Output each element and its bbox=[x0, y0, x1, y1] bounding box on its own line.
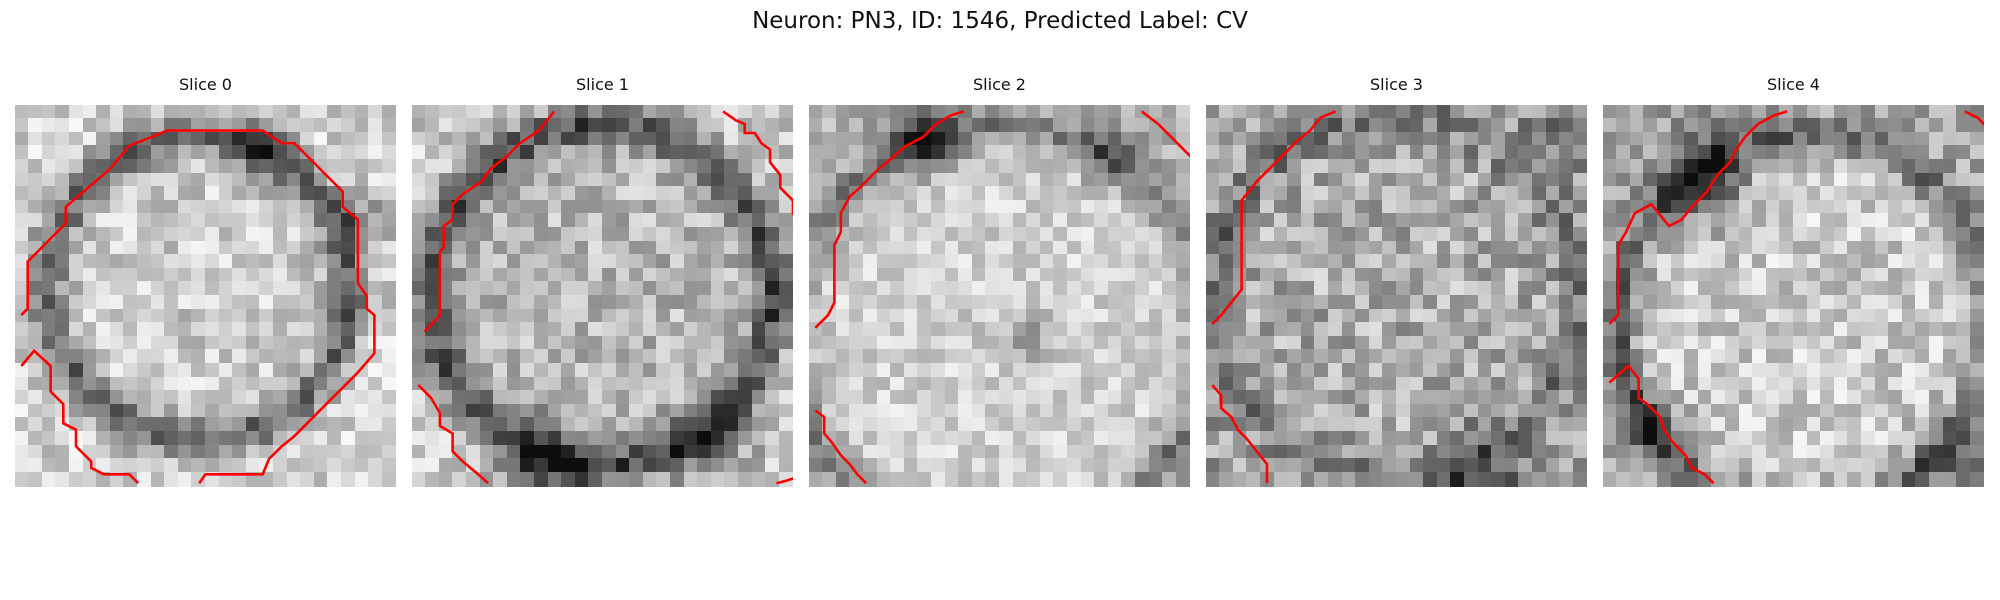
contour-overlay-0 bbox=[20, 129, 376, 485]
contour-line-2-2 bbox=[814, 409, 868, 485]
contour-line-4-1 bbox=[1964, 110, 1984, 126]
figure-title: Neuron: PN3, ID: 1546, Predicted Label: … bbox=[752, 8, 1248, 34]
contour-line-0-1 bbox=[20, 348, 140, 485]
contour-line-1-1 bbox=[722, 110, 793, 216]
contour-overlay-3 bbox=[1211, 110, 1336, 484]
slice-image-2 bbox=[809, 105, 1190, 487]
contour-line-1-0 bbox=[423, 110, 556, 333]
slice-title-0: Slice 0 bbox=[179, 75, 232, 94]
contour-line-2-1 bbox=[1140, 110, 1190, 158]
contour-line-2-0 bbox=[814, 110, 965, 329]
slice-panel-0: Slice 0 bbox=[15, 75, 396, 487]
slice-title-2: Slice 2 bbox=[973, 75, 1026, 94]
slice-title-4: Slice 4 bbox=[1767, 75, 1820, 94]
contour-line-0-0 bbox=[20, 129, 376, 484]
slice-panel-1: Slice 1 bbox=[412, 75, 793, 487]
contour-line-4-2 bbox=[1608, 364, 1715, 485]
slice-image-0 bbox=[15, 105, 396, 487]
contour-overlay-2 bbox=[814, 110, 1190, 485]
contour-line-3-0 bbox=[1211, 110, 1336, 325]
slice-title-3: Slice 3 bbox=[1370, 75, 1423, 94]
slice-title-1: Slice 1 bbox=[576, 75, 629, 94]
slice-image-4 bbox=[1603, 105, 1984, 487]
contour-line-1-3 bbox=[776, 477, 793, 485]
contour-line-3-2 bbox=[1211, 384, 1269, 484]
contour-overlay-1 bbox=[417, 110, 793, 485]
slice-panel-3: Slice 3 bbox=[1206, 75, 1587, 487]
contour-overlay-4 bbox=[1608, 110, 1984, 485]
contour-line-4-0 bbox=[1608, 110, 1788, 325]
slice-panel-2: Slice 2 bbox=[809, 75, 1190, 487]
slice-panel-4: Slice 4 bbox=[1603, 75, 1984, 487]
contour-line-1-2 bbox=[417, 384, 490, 485]
slice-image-1 bbox=[412, 105, 793, 487]
